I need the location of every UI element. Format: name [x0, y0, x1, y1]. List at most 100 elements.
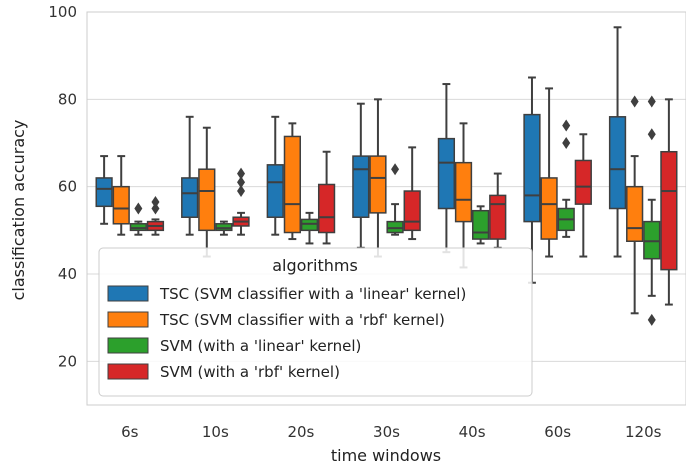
y-tick-label: 60	[58, 178, 77, 196]
box-body	[300, 218, 319, 232]
box	[352, 102, 370, 249]
x-tick-label: 10s	[202, 423, 229, 441]
box-body	[608, 116, 627, 210]
x-tick-label: 20s	[287, 423, 314, 441]
outlier-point	[562, 119, 571, 132]
box-body	[523, 113, 541, 223]
box	[403, 146, 421, 241]
box	[369, 98, 387, 258]
box-body	[198, 168, 216, 232]
y-tick-label: 80	[58, 90, 77, 108]
box-body	[215, 223, 233, 232]
y-tick-label: 100	[48, 3, 77, 21]
box-body	[283, 135, 301, 234]
outlier-point	[647, 128, 656, 141]
legend-title: algorithms	[272, 256, 358, 275]
box-body	[437, 137, 456, 210]
box	[266, 115, 284, 236]
outlier-point	[237, 167, 246, 180]
outlier-point	[134, 202, 143, 215]
legend-frame	[98, 247, 533, 397]
y-tick-label: 20	[58, 352, 77, 370]
box-body	[626, 185, 644, 243]
box	[472, 205, 490, 245]
series-4	[146, 98, 678, 306]
outlier-point	[562, 137, 571, 149]
legend-swatch	[107, 337, 149, 354]
box-body	[574, 159, 592, 205]
outlier-point	[237, 185, 246, 198]
legend-entry-label: SVM (with a 'linear' kernel)	[160, 337, 361, 355]
x-tick-label: 120s	[625, 423, 662, 441]
series-3	[129, 95, 661, 326]
box-body	[95, 177, 113, 208]
x-tick-label: 30s	[373, 423, 400, 441]
series-2	[112, 87, 644, 315]
box-body	[660, 150, 678, 271]
box	[112, 155, 130, 236]
box	[489, 172, 507, 249]
y-axis-ticks: 20 40 60 80 100	[48, 3, 77, 370]
x-axis-label: time windows	[331, 446, 441, 465]
box	[626, 95, 644, 315]
legend-swatch	[107, 363, 149, 380]
box	[574, 133, 592, 258]
legend-entries: TSC (SVM classifier with a 'linear' kern…	[107, 285, 466, 381]
box-body	[181, 177, 199, 218]
box	[300, 211, 319, 245]
box	[129, 202, 147, 236]
box	[215, 220, 233, 236]
box	[317, 150, 336, 245]
box	[643, 95, 661, 326]
box-body	[266, 164, 284, 218]
box-body	[403, 190, 421, 232]
box-body	[454, 161, 473, 223]
plot-area-frame	[86, 11, 686, 406]
x-tick-label: 40s	[459, 423, 486, 441]
outlier-point	[647, 95, 656, 108]
legend-swatch	[107, 311, 149, 328]
outlier-point	[151, 195, 160, 208]
box	[557, 119, 575, 238]
box-series	[95, 26, 678, 326]
box-body	[643, 220, 661, 260]
box	[283, 122, 301, 241]
y-tick-label: 40	[58, 265, 77, 283]
box	[146, 195, 165, 236]
box-body	[369, 155, 387, 214]
x-tick-label: 6s	[121, 423, 139, 441]
outlier-point	[647, 313, 656, 326]
box-body	[129, 223, 147, 232]
x-axis-ticks: 6s 10s 20s 30s 40s 60s 120s	[121, 423, 662, 441]
box	[660, 98, 678, 306]
series-1	[95, 26, 627, 284]
legend-entry-label: TSC (SVM classifier with a 'linear' kern…	[159, 285, 466, 303]
box	[198, 126, 216, 258]
box-body	[112, 185, 130, 225]
box-body	[489, 194, 507, 240]
y-axis-label: classification accuracy	[9, 120, 28, 301]
box	[181, 115, 199, 236]
legend: algorithms TSC (SVM classifier with a 'l…	[98, 247, 533, 397]
box	[232, 167, 250, 236]
outlier-point	[237, 176, 246, 189]
box	[540, 87, 558, 258]
outlier-point	[630, 95, 639, 108]
box-body	[317, 183, 336, 234]
legend-entry-label: TSC (SVM classifier with a 'rbf' kernel)	[159, 311, 445, 329]
box	[95, 155, 113, 225]
box	[386, 163, 404, 236]
box-body	[352, 155, 370, 218]
legend-entry-label: SVM (with a 'rbf' kernel)	[160, 363, 340, 381]
x-tick-label: 60s	[544, 423, 571, 441]
outlier-point	[151, 202, 160, 215]
box-body	[386, 220, 404, 234]
legend-swatch	[107, 285, 149, 302]
box	[437, 83, 456, 254]
box	[608, 26, 627, 258]
box-body	[540, 177, 558, 240]
box	[454, 122, 473, 269]
outlier-point	[391, 163, 400, 176]
box-body	[472, 209, 490, 240]
